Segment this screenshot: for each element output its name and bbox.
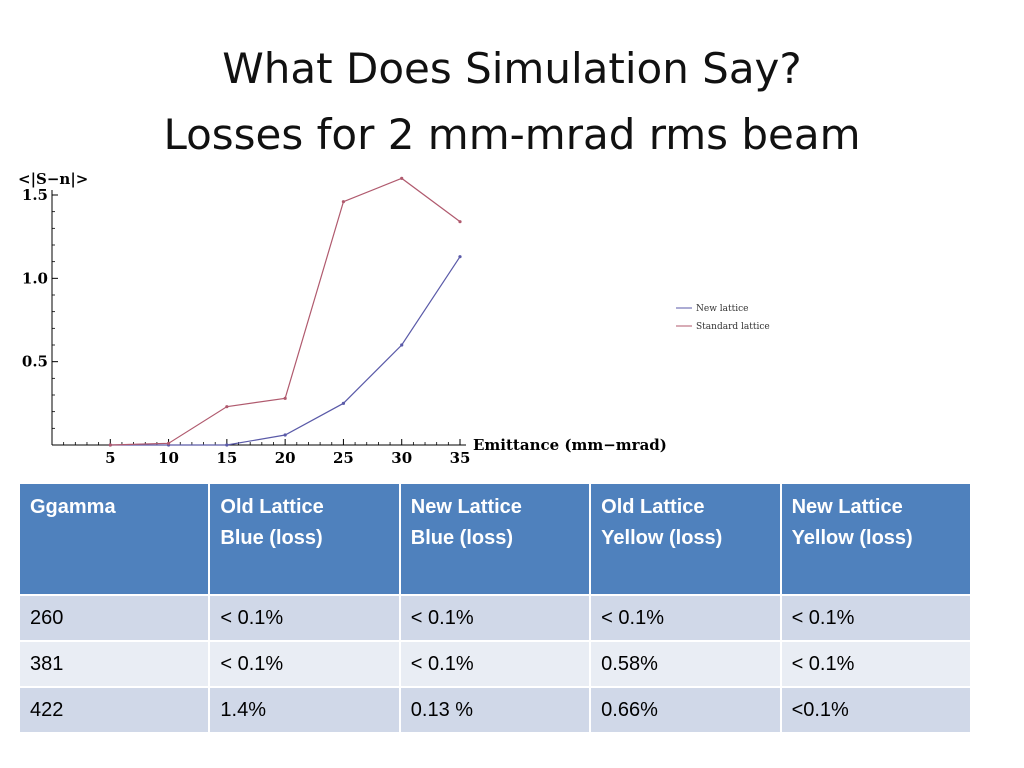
data-point bbox=[341, 200, 346, 204]
table-cell: 0.58% bbox=[589, 640, 782, 688]
legend-label: New lattice bbox=[696, 304, 749, 314]
table-cell: < 0.1% bbox=[779, 594, 973, 642]
table-cell: < 0.1% bbox=[398, 594, 592, 642]
header-new-blue-line2: Blue (loss) bbox=[410, 527, 514, 549]
table-cell: < 0.1% bbox=[208, 640, 401, 688]
table-cell: < 0.1% bbox=[779, 640, 973, 688]
header-old-blue-line2: Blue (loss) bbox=[220, 527, 323, 549]
x-tick-label: 20 bbox=[275, 449, 296, 467]
data-point bbox=[400, 343, 404, 347]
losses-line-chart: 5 10 15 20 25 30 35 0.5 1.0 1.5<|S−n|> Emittance (… bbox=[18, 170, 770, 467]
title-line-1: What Does Simulation Say? bbox=[222, 44, 802, 93]
header-ggamma-label: Ggamma bbox=[30, 496, 116, 518]
header-new-yellow: New Lattice Yellow (loss) bbox=[779, 482, 973, 596]
series-line bbox=[110, 256, 461, 446]
data-point bbox=[400, 176, 404, 180]
legend-label: Standard lattice bbox=[696, 322, 770, 332]
table-header-row: Ggamma Old Lattice Blue (loss) New Lattic… bbox=[17, 482, 973, 596]
data-point bbox=[283, 433, 287, 437]
x-tick-label: 10 bbox=[158, 449, 179, 467]
header-new-blue-line1: New Lattice bbox=[410, 496, 522, 518]
title-line-2: Losses for 2 mm-mrad rms beam bbox=[163, 110, 861, 159]
table-row: 260 < 0.1% < 0.1% < 0.1% < 0.1% bbox=[17, 594, 973, 642]
data-point bbox=[458, 255, 462, 259]
table-cell: <0.1% bbox=[779, 686, 973, 734]
data-point bbox=[458, 220, 462, 224]
data-point bbox=[225, 443, 229, 447]
header-ggamma: Ggamma bbox=[17, 482, 211, 596]
y-axis-title: <|S−n|> bbox=[18, 170, 88, 188]
table-cell: 0.66% bbox=[589, 686, 782, 734]
table-cell: 1.4% bbox=[208, 686, 401, 734]
header-old-yellow: Old Lattice Yellow (loss) bbox=[589, 482, 782, 596]
x-tick-label: 35 bbox=[450, 449, 471, 467]
table-cell: 260 bbox=[17, 594, 211, 642]
table-cell: < 0.1% bbox=[589, 594, 782, 642]
header-new-yellow-line2: Yellow (loss) bbox=[791, 527, 913, 549]
header-old-blue: Old Lattice Blue (loss) bbox=[208, 482, 401, 596]
x-tick-label: 25 bbox=[333, 449, 354, 467]
table-cell: 0.13 % bbox=[398, 686, 592, 734]
header-new-yellow-line1: New Lattice bbox=[791, 496, 903, 518]
data-point bbox=[225, 405, 229, 409]
chart-axes: 5 10 15 20 25 30 35 0.5 1.0 1.5<|S−n|> Emittance (… bbox=[18, 170, 667, 467]
table-cell: < 0.1% bbox=[208, 594, 401, 642]
x-axis-title: Emittance (mm−mrad) bbox=[473, 436, 667, 454]
slide-title: What Does Simulation Say? Losses for 2 m… bbox=[0, 36, 1024, 168]
chart-legend: New lattice Standard lattice bbox=[676, 304, 770, 332]
loss-table: Ggamma Old Lattice Blue (loss) New Lattic… bbox=[17, 482, 973, 734]
header-old-blue-line1: Old Lattice bbox=[220, 496, 324, 518]
x-tick-label: 30 bbox=[391, 449, 412, 467]
header-old-yellow-line2: Yellow (loss) bbox=[601, 527, 723, 549]
series-line bbox=[110, 177, 461, 446]
header-old-yellow-line1: Old Lattice bbox=[601, 496, 705, 518]
x-tick-label: 5 bbox=[105, 449, 115, 467]
table-row: 381 < 0.1% < 0.1% 0.58% < 0.1% bbox=[17, 640, 973, 688]
header-new-blue: New Lattice Blue (loss) bbox=[398, 482, 592, 596]
y-tick-label: 1.0 bbox=[22, 269, 48, 287]
y-tick-label: 1.5 bbox=[22, 186, 48, 204]
table-cell: 381 bbox=[17, 640, 211, 688]
data-point bbox=[108, 443, 112, 447]
data-point bbox=[166, 441, 171, 445]
chart-series bbox=[108, 176, 462, 447]
table-row: 422 1.4% 0.13 % 0.66% <0.1% bbox=[17, 686, 973, 734]
table-cell: < 0.1% bbox=[398, 640, 592, 688]
y-tick-label: 0.5 bbox=[22, 353, 48, 371]
x-tick-label: 15 bbox=[216, 449, 237, 467]
table-cell: 422 bbox=[17, 686, 211, 734]
data-point bbox=[341, 401, 346, 405]
data-point bbox=[283, 396, 287, 400]
